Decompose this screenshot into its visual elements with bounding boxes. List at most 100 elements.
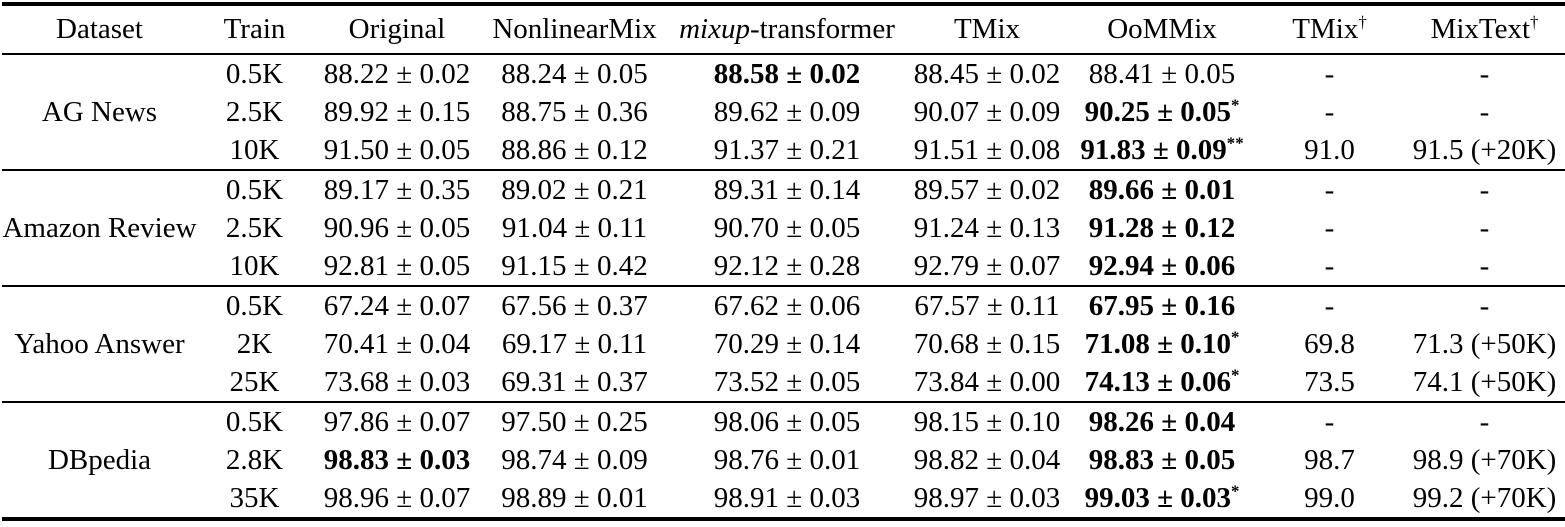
value-cell: - xyxy=(1257,209,1402,247)
header-row: Dataset Train Original NonlinearMix mixup-tr… xyxy=(2,4,1565,55)
value-cell: 74.1 (+50K) xyxy=(1402,363,1565,402)
value-cell: 67.95 ± 0.16 xyxy=(1067,286,1257,325)
value-cell: 73.84 ± 0.00 xyxy=(907,363,1067,402)
value-cell: 91.04 ± 0.11 xyxy=(482,209,667,247)
train-size-cell: 2.8K xyxy=(225,443,284,476)
value-text: 67.57 ± 0.11 xyxy=(914,289,1060,322)
value-text: 67.62 ± 0.06 xyxy=(713,289,861,322)
column-header: NonlinearMix xyxy=(482,4,667,55)
value-cell: 91.0 xyxy=(1257,131,1402,170)
value-text: 91.5 (+20K) xyxy=(1412,133,1557,166)
value-text: - xyxy=(1324,289,1335,322)
value-cell: 88.41 ± 0.05 xyxy=(1067,54,1257,93)
value-cell: 88.75 ± 0.36 xyxy=(482,93,667,131)
header-label: TMix xyxy=(1292,13,1359,45)
value-cell: 98.7 xyxy=(1257,441,1402,479)
header-label: Dataset xyxy=(56,13,143,45)
dataset-group: DBpedia 0.5K 97.86 ± 0.07 97.50 ± 0.25 98.06… xyxy=(2,402,1565,519)
value-text: 73.68 ± 0.03 xyxy=(323,365,471,398)
value-text: 88.24 ± 0.05 xyxy=(501,57,648,90)
column-header: MixText† xyxy=(1402,4,1565,55)
value-text: - xyxy=(1479,173,1490,206)
value-text: 88.75 ± 0.36 xyxy=(501,95,648,128)
value-text: - xyxy=(1324,405,1335,438)
value-text: 98.9 (+70K) xyxy=(1412,443,1557,476)
value-text: 89.31 ± 0.14 xyxy=(713,173,861,206)
value-text: 98.83 ± 0.05 xyxy=(1088,443,1236,476)
value-text: - xyxy=(1479,405,1490,438)
value-cell: 98.06 ± 0.05 xyxy=(667,402,907,441)
value-text: 92.94 ± 0.06 xyxy=(1088,249,1236,282)
value-text: 88.86 ± 0.12 xyxy=(501,133,648,166)
header-label: Train xyxy=(223,13,286,45)
value-cell: 70.68 ± 0.15 xyxy=(907,325,1067,363)
value-cell: 91.37 ± 0.21 xyxy=(667,131,907,170)
value-text: - xyxy=(1479,211,1490,244)
value-cell: 91.50 ± 0.05 xyxy=(312,131,482,170)
value-text: 73.84 ± 0.00 xyxy=(913,365,1061,398)
value-cell: 67.56 ± 0.37 xyxy=(482,286,667,325)
value-cell: - xyxy=(1257,286,1402,325)
value-cell: 91.24 ± 0.13 xyxy=(907,209,1067,247)
value-cell: 91.83 ± 0.09** xyxy=(1067,131,1257,170)
value-cell: - xyxy=(1257,402,1402,441)
train-size-cell: 35K xyxy=(229,481,280,514)
value-text: 91.28 ± 0.12 xyxy=(1088,211,1236,244)
value-text: - xyxy=(1324,249,1335,282)
value-text: 99.2 (+70K) xyxy=(1412,481,1557,514)
table-row: 2.5K 89.92 ± 0.15 88.75 ± 0.36 89.62 ± 0.09… xyxy=(2,93,1565,131)
table-row: 25K 73.68 ± 0.03 69.31 ± 0.37 73.52 ± 0.05 7… xyxy=(2,363,1565,402)
value-cell: 71.3 (+50K) xyxy=(1402,325,1565,363)
value-text: - xyxy=(1324,95,1335,128)
value-cell: 88.58 ± 0.02 xyxy=(667,54,907,93)
value-cell: 97.86 ± 0.07 xyxy=(312,402,482,441)
value-cell: 90.07 ± 0.09 xyxy=(907,93,1067,131)
train-size-cell: 2.5K xyxy=(225,95,284,128)
table-row: 10K 91.50 ± 0.05 88.86 ± 0.12 91.37 ± 0.21 9… xyxy=(2,131,1565,170)
value-text: 89.92 ± 0.15 xyxy=(323,95,471,128)
dataset-group: Amazon Review 0.5K 89.17 ± 0.35 89.02 ± 0.2… xyxy=(2,170,1565,286)
value-cell: 99.03 ± 0.03* xyxy=(1067,479,1257,519)
value-text: 88.41 ± 0.05 xyxy=(1088,57,1236,90)
value-cell: 91.15 ± 0.42 xyxy=(482,247,667,286)
value-text: 91.04 ± 0.11 xyxy=(501,211,648,244)
value-cell: 90.25 ± 0.05* xyxy=(1067,93,1257,131)
table-row: Yahoo Answer 0.5K 67.24 ± 0.07 67.56 ± 0.37… xyxy=(2,286,1565,358)
value-cell: - xyxy=(1402,402,1565,441)
dataset-cell: Yahoo Answer xyxy=(14,327,185,360)
header-italic-label: mixup xyxy=(679,13,750,45)
dataset-cell: DBpedia xyxy=(47,443,152,476)
value-cell: 88.22 ± 0.02 xyxy=(312,54,482,93)
dataset-cell: Amazon Review xyxy=(2,211,197,244)
header-dagger: † xyxy=(1358,12,1367,32)
value-cell: 70.29 ± 0.14 xyxy=(667,325,907,363)
value-cell: 97.50 ± 0.25 xyxy=(482,402,667,441)
value-cell: 69.8 xyxy=(1257,325,1402,363)
value-text: 90.96 ± 0.05 xyxy=(323,211,471,244)
value-text: 88.22 ± 0.02 xyxy=(323,57,471,90)
value-text: 67.56 ± 0.37 xyxy=(501,289,648,322)
value-text: 91.0 xyxy=(1304,133,1355,166)
value-cell: 98.15 ± 0.10 xyxy=(907,402,1067,441)
value-cell: 71.08 ± 0.10* xyxy=(1067,325,1257,363)
header-dagger: † xyxy=(1530,12,1539,32)
value-text: 98.7 xyxy=(1304,443,1355,476)
value-text: 73.5 xyxy=(1304,365,1355,398)
value-cell: 98.9 (+70K) xyxy=(1402,441,1565,479)
value-text: 89.17 ± 0.35 xyxy=(323,173,471,206)
value-text: 67.95 ± 0.16 xyxy=(1088,289,1236,322)
value-cell: 98.96 ± 0.07 xyxy=(312,479,482,519)
value-cell: 92.81 ± 0.05 xyxy=(312,247,482,286)
value-text: 98.97 ± 0.03 xyxy=(913,481,1061,514)
value-cell: 99.2 (+70K) xyxy=(1402,479,1565,519)
value-text: 70.29 ± 0.14 xyxy=(713,327,861,360)
train-size-cell: 10K xyxy=(229,249,280,282)
value-cell: 89.17 ± 0.35 xyxy=(312,170,482,209)
table-row: 10K 92.81 ± 0.05 91.15 ± 0.42 92.12 ± 0.28 9… xyxy=(2,247,1565,286)
column-header: Dataset xyxy=(2,4,197,55)
value-text: 69.17 ± 0.11 xyxy=(501,327,648,360)
value-text: - xyxy=(1324,173,1335,206)
train-size-cell: 10K xyxy=(229,133,280,166)
value-cell: 88.45 ± 0.02 xyxy=(907,54,1067,93)
